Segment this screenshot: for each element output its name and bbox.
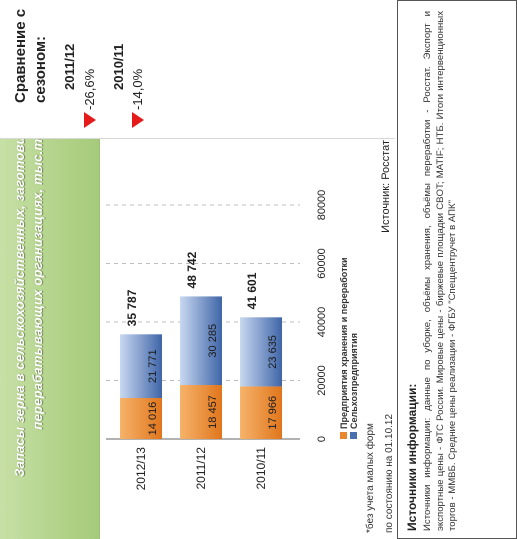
data-label: 23 635: [267, 335, 279, 369]
comparison-change-2: -14,0%: [130, 68, 145, 110]
x-tick-label: 60000: [316, 248, 328, 279]
bar-segment-storage: [240, 386, 282, 439]
bar-segment-farms: [180, 296, 222, 386]
x-tick-label: 20000: [316, 365, 328, 396]
total-label: 35 787: [125, 289, 139, 326]
sources-title: Источники информации:: [405, 383, 419, 531]
legend-label: Сельхозпредприятия: [349, 333, 359, 429]
legend-swatch: [350, 432, 357, 439]
data-label: 30 285: [207, 324, 219, 358]
down-arrow-icon: [132, 112, 144, 128]
as-of-date: по состоянию на 01.10.12: [384, 413, 395, 533]
data-label: 21 771: [147, 349, 159, 383]
data-label: 14 016: [147, 402, 159, 436]
season-comparison: Сравнение с сезоном: 2011/12 -26,6% 2010…: [0, 0, 395, 139]
x-tick-label: 40000: [316, 307, 328, 338]
category-label: 2010/11: [254, 447, 268, 490]
total-label: 48 742: [185, 251, 199, 288]
sources-text: Источники информации: данные по уборке, …: [422, 11, 458, 531]
comparison-title-line1: Сравнение с: [12, 8, 29, 103]
x-tick-label: 0: [316, 436, 328, 442]
category-label: 2012/13: [134, 447, 148, 491]
comparison-season-2: 2010/11: [111, 43, 126, 90]
legend-label: Предприятия хранения и переработки: [339, 257, 349, 429]
x-tick-label: 80000: [316, 190, 328, 221]
sources-panel: Источники информации: Источники информац…: [397, 0, 517, 539]
legend-swatch: [340, 432, 347, 439]
data-label: 17 966: [267, 396, 279, 430]
bar-segment-farms: [240, 317, 282, 387]
data-label: 18 457: [207, 395, 219, 429]
comparison-change-1: -26,6%: [82, 68, 97, 110]
bar-segment-storage: [180, 385, 222, 439]
bar-segment-farms: [120, 334, 162, 399]
footnote: *без учета малых форм: [365, 423, 376, 533]
comparison-season-1: 2011/12: [62, 43, 77, 90]
down-arrow-icon: [84, 112, 96, 128]
comparison-title-line2: сезоном:: [32, 35, 49, 103]
total-label: 41 601: [245, 272, 259, 309]
stacked-bar-chart: 0 20000 40000 60000 80000 2012/13 14 016 21 771…: [106, 190, 359, 491]
source-note: Источник: Росстат: [380, 140, 392, 233]
bar-segment-storage: [120, 398, 162, 439]
category-label: 2011/12: [194, 447, 208, 490]
